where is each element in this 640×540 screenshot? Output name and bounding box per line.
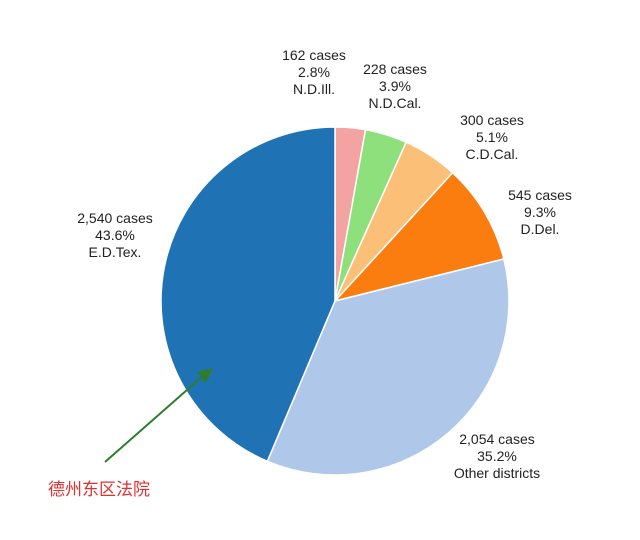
slice-name-text: N.D.Ill. bbox=[293, 81, 335, 97]
slice-cases-text: 545 cases bbox=[508, 187, 572, 203]
slice-name-text: D.Del. bbox=[521, 221, 560, 237]
slice-cases-text: 162 cases bbox=[282, 47, 346, 63]
slice-name-text: N.D.Cal. bbox=[369, 95, 422, 111]
slice-label-n-d-ill: 162 cases 2.8% N.D.Ill. bbox=[282, 47, 346, 97]
slice-percent-text: 2.8% bbox=[298, 64, 330, 80]
slice-cases-text: 300 cases bbox=[460, 112, 524, 128]
slice-percent-text: 5.1% bbox=[476, 129, 508, 145]
slice-name-text: Other districts bbox=[454, 465, 540, 481]
slice-cases-text: 2,540 cases bbox=[77, 210, 153, 226]
pie-slices bbox=[160, 126, 510, 476]
slice-percent-text: 35.2% bbox=[477, 448, 517, 464]
slice-labels: 162 cases 2.8% N.D.Ill. 228 cases 3.9% N.D.Ca… bbox=[77, 47, 572, 481]
slice-name-text: C.D.Cal. bbox=[466, 146, 519, 162]
slice-label-other-districts: 2,054 cases 35.2% Other districts bbox=[454, 431, 540, 481]
slice-percent-text: 43.6% bbox=[95, 227, 135, 243]
slice-percent-text: 9.3% bbox=[524, 204, 556, 220]
annotation-text: 德州东区法院 bbox=[48, 480, 150, 500]
slice-label-n-d-cal: 228 cases 3.9% N.D.Cal. bbox=[363, 61, 427, 111]
slice-cases-text: 228 cases bbox=[363, 61, 427, 77]
annotation-arrow-head bbox=[197, 368, 213, 383]
pie-slice-other-districts bbox=[266, 258, 510, 476]
slice-percent-text: 3.9% bbox=[379, 78, 411, 94]
slice-cases-text: 2,054 cases bbox=[459, 431, 535, 447]
slice-label-d-del: 545 cases 9.3% D.Del. bbox=[508, 187, 572, 237]
slice-name-text: E.D.Tex. bbox=[89, 244, 142, 260]
annotation-arrow-line bbox=[104, 374, 205, 463]
annotation-group: 德州东区法院 bbox=[48, 368, 213, 500]
slice-label-e-d-tex: 2,540 cases 43.6% E.D.Tex. bbox=[77, 210, 153, 260]
slice-label-c-d-cal: 300 cases 5.1% C.D.Cal. bbox=[460, 112, 524, 162]
